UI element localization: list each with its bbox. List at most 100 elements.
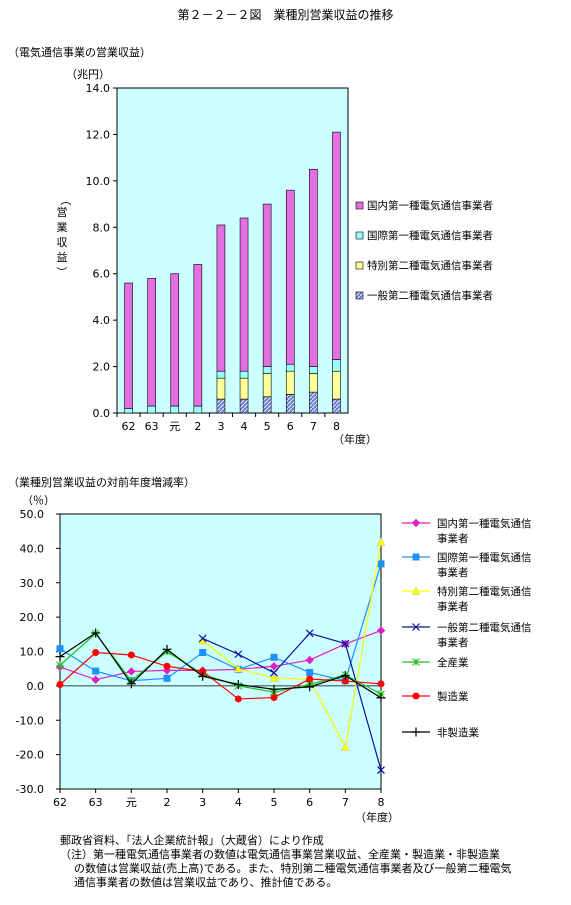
series-point: [305, 629, 314, 638]
y-axis-paren-close: ）: [55, 267, 68, 278]
bar-legend-swatch: [355, 231, 364, 240]
bar-segment: [285, 189, 295, 365]
bar-segment: [285, 394, 295, 414]
series-point: [163, 662, 171, 670]
line-legend-label: 全産業: [437, 656, 469, 669]
series-point: [305, 682, 315, 692]
series-point: [92, 649, 100, 657]
bar-segment: [239, 217, 249, 372]
bar-chart-unit-label: （兆円）: [66, 68, 110, 81]
series-line: [59, 563, 382, 682]
y-tick-label: 0.0: [27, 680, 45, 693]
x-tick-label: 4: [235, 796, 242, 809]
series-point: [199, 667, 207, 675]
bar-legend-label: 国際第一種電気通信事業者: [367, 229, 493, 242]
bar-segment: [309, 391, 318, 414]
bar-legend-label: 一般第二種電気通信事業者: [367, 289, 493, 302]
bar-legend-swatch: [355, 291, 364, 300]
x-tick-label: 7: [342, 796, 349, 809]
x-tick-label: 元: [126, 796, 137, 809]
line-legend: 国内第一種電気通信事業者国際第一種電気通信事業者特別第二種電気通信事業者一般第二…: [402, 517, 532, 739]
series-point: [269, 684, 279, 694]
y-axis-title-char: 益: [57, 250, 68, 264]
series-point: [56, 661, 64, 670]
line-legend-label: 国内第一種電気通信: [437, 517, 532, 530]
line-legend-swatch-marker: [411, 586, 421, 595]
series-point: [377, 680, 385, 688]
x-tick-label: 5: [271, 796, 278, 809]
x-axis-title: （年度）: [355, 810, 399, 824]
series-point: [127, 667, 136, 676]
y-axis-title-char: 収: [57, 236, 68, 249]
bar-segment: [147, 405, 156, 414]
bar-segment: [332, 131, 341, 360]
y-tick-label: -20.0: [16, 749, 44, 762]
series-point: [306, 675, 314, 683]
series-point: [234, 664, 243, 673]
series-line: [202, 541, 382, 749]
series-point: [233, 680, 243, 689]
series-point: [376, 626, 386, 635]
y-tick-label: 30.0: [20, 577, 45, 590]
bar-segment: [262, 366, 272, 374]
bar-segment: [332, 359, 341, 372]
line-legend-swatch-marker: [412, 658, 420, 666]
x-tick-label: 63: [145, 420, 159, 433]
bar-chart: 0.02.04.06.08.010.012.014.062 63 元 2 3 4 5 6 7 8（…: [55, 82, 517, 446]
bar-segment: [285, 363, 295, 372]
bar-segment: [262, 373, 272, 398]
bar-segment: [285, 370, 295, 395]
x-tick-label: 63: [89, 796, 103, 809]
bar-chart-section-title: （電気通信事業の営業収益）: [8, 46, 151, 59]
series-point: [162, 666, 172, 675]
x-tick-label: 62: [122, 420, 136, 433]
x-tick-label: 8: [333, 420, 340, 433]
x-tick-label: 6: [306, 796, 313, 809]
bar-segment: [216, 370, 226, 379]
y-tick-label: 40.0: [20, 542, 45, 555]
line-legend-swatch-marker: [411, 727, 421, 737]
note-line-1: （注）第一種電気通信事業者の数値は電気通信事業営業収益、全産業・製造業・非製造業: [60, 848, 500, 861]
series-point: [198, 671, 208, 681]
y-tick-label: 4.0: [93, 314, 111, 327]
series-point: [377, 766, 385, 775]
bar-segment: [262, 203, 272, 367]
line-legend-label: 国際第一種電気通信: [437, 551, 532, 564]
line-legend-label: 事業者: [437, 636, 469, 649]
page-title: 第２－２－２図 業種別営業収益の推移: [177, 8, 394, 22]
series-point: [198, 634, 207, 643]
bar-segment: [309, 373, 318, 393]
series-point: [341, 677, 349, 685]
series-point: [305, 655, 314, 665]
series-line: [202, 632, 382, 771]
series-point: [377, 560, 385, 568]
series-point: [341, 639, 350, 648]
y-tick-label: 0.0: [93, 407, 111, 420]
x-tick-label: 3: [199, 796, 206, 809]
series-point: [306, 668, 314, 676]
y-tick-label: 10.0: [86, 175, 111, 188]
bar-segment: [309, 168, 318, 367]
series-point: [270, 694, 278, 702]
series-point: [341, 742, 350, 751]
series-point: [269, 662, 279, 671]
line-chart-section-title: （業種別営業収益の対前年度増減率）: [8, 476, 195, 489]
series-point: [162, 644, 172, 654]
bar-segment: [147, 278, 156, 407]
line-chart-unit-label: （％）: [22, 494, 55, 507]
bar-legend: 国内第一種電気通信事業者国際第一種電気通信事業者特別第二種電気通信事業者一般第二…: [349, 192, 517, 314]
note-line-2: の数値は営業収益(売上高)である。また、特別第二種電気通信事業者及び一般第二種電…: [74, 862, 512, 875]
x-tick-label: 2: [164, 796, 171, 809]
series-point: [163, 674, 171, 682]
x-tick-label: 元: [169, 420, 180, 433]
y-tick-label: 10.0: [20, 646, 45, 659]
series-point: [376, 693, 386, 703]
bar-legend-swatch: [355, 261, 364, 270]
bar-legend-box: [349, 192, 517, 314]
x-tick-label: 7: [310, 420, 317, 433]
bar-segment: [332, 370, 341, 400]
series-line: [59, 632, 382, 699]
line-legend-label: 事業者: [437, 566, 469, 579]
series-point: [56, 681, 64, 688]
series-point: [126, 679, 136, 689]
